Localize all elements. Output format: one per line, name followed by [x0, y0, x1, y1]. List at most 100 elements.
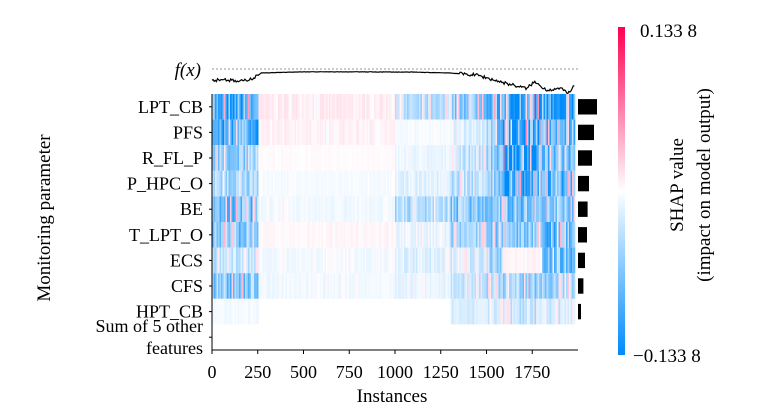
- heatmap-cell: [345, 94, 348, 120]
- heatmap-cell: [537, 119, 540, 146]
- heatmap-cell: [471, 145, 474, 171]
- heatmap-cell: [252, 222, 255, 248]
- heatmap-cell: [291, 247, 294, 274]
- heatmap-cell: [486, 145, 489, 171]
- heatmap-cell: [390, 222, 393, 248]
- importance-bar: [578, 278, 584, 294]
- heatmap-cell: [219, 170, 222, 197]
- heatmap-cell: [395, 196, 397, 222]
- heatmap-cell: [287, 145, 289, 171]
- heatmap-cell: [215, 273, 217, 299]
- heatmap-cell: [278, 94, 280, 120]
- heatmap-cell: [552, 222, 555, 248]
- heatmap-cell: [555, 94, 558, 120]
- heatmap-cell: [569, 94, 571, 120]
- heatmap-cell: [512, 222, 514, 248]
- heatmap-cell: [482, 247, 484, 274]
- heatmap-cell: [522, 119, 525, 146]
- heatmap-cell: [492, 273, 495, 299]
- heatmap-cell: [368, 247, 370, 274]
- heatmap-cell: [537, 145, 540, 171]
- heatmap-cell: [365, 196, 367, 222]
- heatmap-cell: [468, 119, 471, 146]
- heatmap-cell: [353, 247, 355, 274]
- heatmap-cell: [507, 170, 510, 197]
- heatmap-cell: [389, 247, 391, 274]
- heatmap-cell: [450, 196, 453, 222]
- heatmap-cell: [255, 94, 258, 120]
- heatmap-cell: [509, 145, 511, 171]
- heatmap-cell: [561, 170, 564, 197]
- heatmap-cell: [546, 298, 549, 325]
- heatmap-cell: [563, 94, 565, 120]
- row-labels: LPT_CBPFSR_FL_PP_HPC_OBET_LPT_OECSCFSHPT…: [96, 97, 212, 358]
- heatmap-cell: [437, 247, 439, 274]
- heatmap-cell: [273, 273, 276, 299]
- heatmap-cell: [306, 196, 309, 222]
- heatmap-cell: [485, 273, 487, 299]
- heatmap-cell: [251, 119, 253, 146]
- heatmap-cell: [272, 170, 274, 197]
- heatmap-cell: [548, 247, 550, 274]
- heatmap-cell: [476, 273, 478, 299]
- heatmap-cell: [572, 298, 574, 325]
- heatmap-cell: [378, 119, 381, 146]
- heatmap-cell: [528, 298, 531, 325]
- heatmap-cell: [285, 222, 288, 248]
- heatmap-cell: [294, 94, 297, 120]
- heatmap-cell: [485, 247, 487, 274]
- heatmap-cell: [252, 119, 255, 146]
- heatmap-cell: [372, 196, 375, 222]
- heatmap-cell: [249, 273, 252, 299]
- heatmap-cell: [333, 247, 336, 274]
- heatmap-cell: [483, 170, 486, 197]
- heatmap-cell: [311, 222, 313, 248]
- heatmap-cell: [365, 170, 367, 197]
- heatmap-cell: [248, 170, 250, 197]
- heatmap-cell: [213, 170, 216, 197]
- heatmap-cell: [549, 222, 552, 248]
- heatmap-cell: [518, 273, 520, 299]
- heatmap-cell: [299, 145, 301, 171]
- heatmap-cell: [318, 119, 321, 146]
- heatmap-cell: [539, 170, 541, 197]
- heatmap-cell: [420, 145, 423, 171]
- heatmap-cell: [248, 196, 250, 222]
- heatmap-cell: [356, 247, 358, 274]
- heatmap-cell: [573, 273, 576, 299]
- heatmap-cell: [528, 145, 531, 171]
- heatmap-cell: [473, 196, 475, 222]
- heatmap-cell: [491, 273, 493, 299]
- heatmap-cell: [411, 247, 414, 274]
- heatmap-cell: [492, 222, 495, 248]
- heatmap-cell: [257, 119, 259, 146]
- heatmap-cell: [450, 94, 453, 120]
- heatmap-cell: [572, 119, 574, 146]
- heatmap-cell: [227, 170, 229, 197]
- heatmap-cell: [327, 94, 330, 120]
- heatmap-cell: [483, 196, 486, 222]
- heatmap-cell: [306, 222, 309, 248]
- heatmap-cell: [332, 94, 334, 120]
- heatmap-cell: [320, 196, 322, 222]
- heatmap-cell: [477, 119, 480, 146]
- heatmap-cell: [524, 170, 526, 197]
- heatmap-cell: [378, 196, 381, 222]
- heatmap-cell: [533, 145, 535, 171]
- heatmap-cell: [440, 119, 442, 146]
- heatmap-cell: [392, 222, 394, 248]
- heatmap-cell: [476, 145, 478, 171]
- heatmap-cell: [377, 222, 379, 248]
- heatmap-cell: [243, 119, 246, 146]
- heatmap-cell: [212, 119, 214, 146]
- heatmap-cell: [216, 222, 219, 248]
- heatmap-cell: [462, 222, 465, 248]
- heatmap-cell: [567, 196, 570, 222]
- heatmap-cell: [377, 119, 379, 146]
- heatmap-cell: [380, 247, 382, 274]
- heatmap-cell: [224, 145, 226, 171]
- heatmap-cell: [254, 94, 256, 120]
- heatmap-cell: [374, 196, 376, 222]
- heatmap-cell: [471, 119, 474, 146]
- heatmap-cell: [318, 170, 321, 197]
